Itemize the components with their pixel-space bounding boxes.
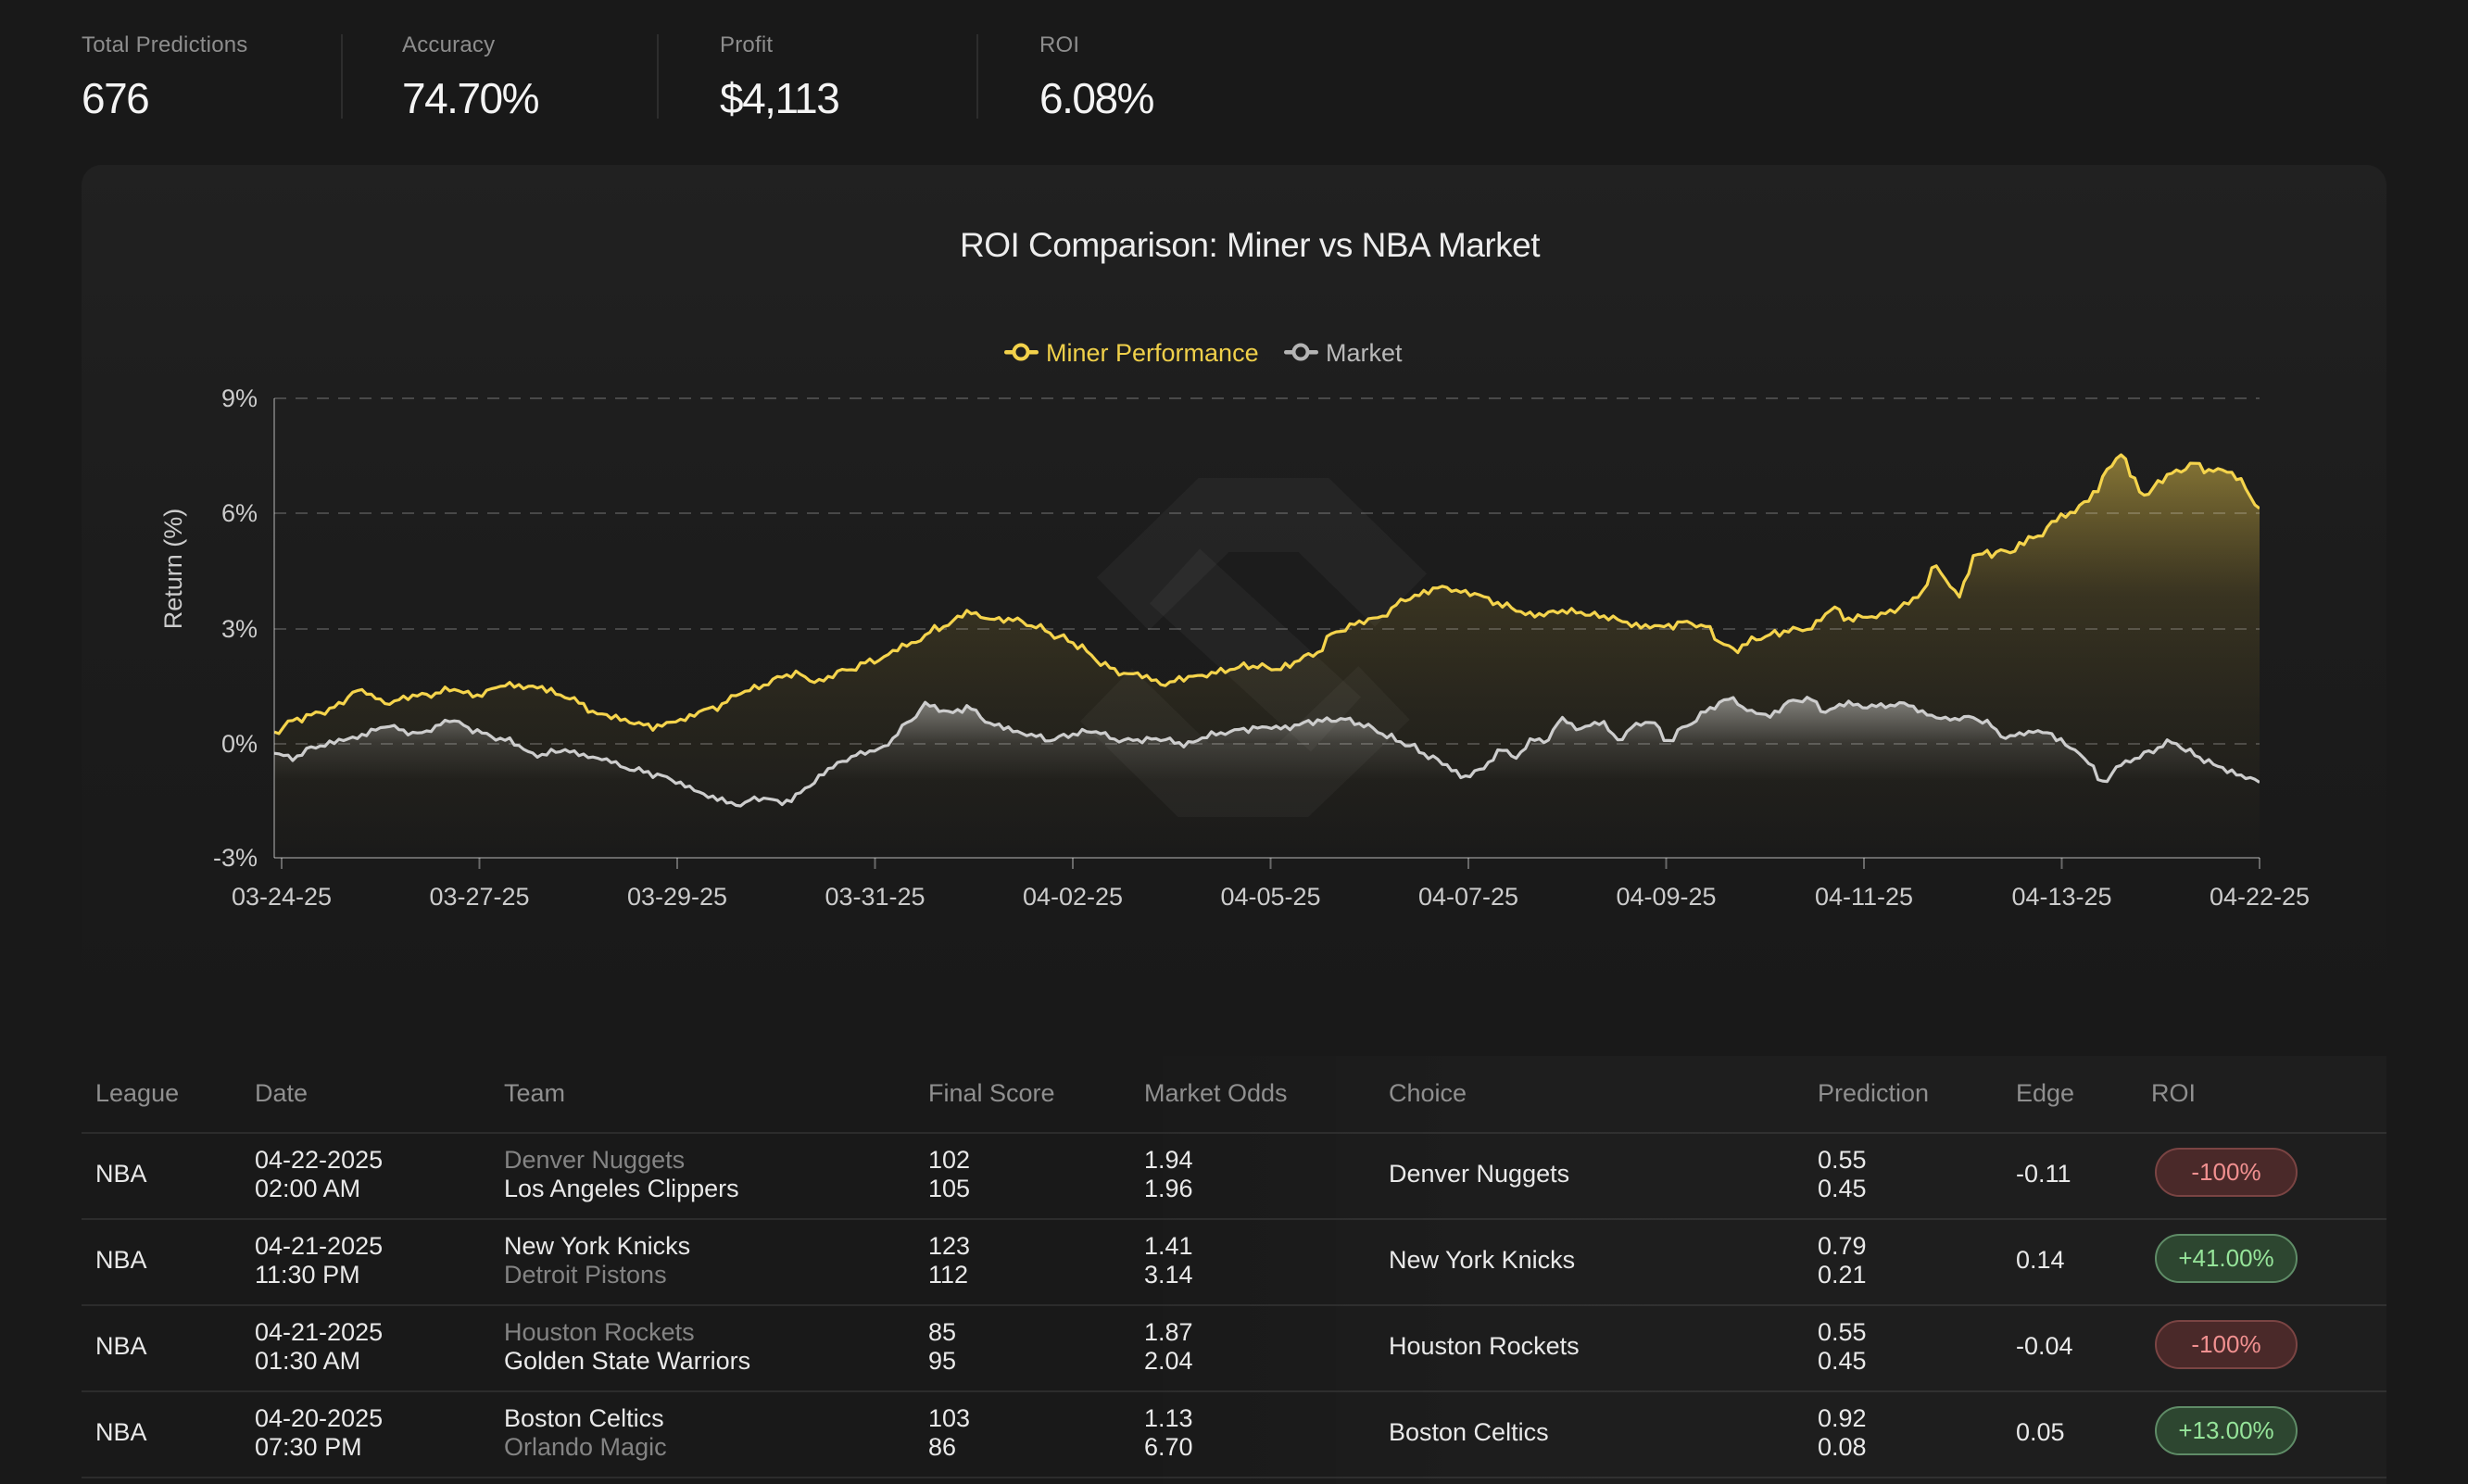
svg-text:03-24-25: 03-24-25 [232,883,332,911]
svg-text:0%: 0% [221,730,258,758]
svg-text:Miner Performance: Miner Performance [1046,339,1259,367]
svg-text:3%: 3% [221,615,258,643]
svg-text:6%: 6% [221,499,258,527]
svg-text:-3%: -3% [213,844,258,872]
svg-text:9%: 9% [221,384,258,412]
svg-text:04-13-25: 04-13-25 [2011,883,2111,911]
svg-text:Return (%): Return (%) [159,509,187,630]
svg-text:04-07-25: 04-07-25 [1418,883,1518,911]
svg-text:ROI Comparison: Miner vs NBA M: ROI Comparison: Miner vs NBA Market [960,226,1541,264]
svg-text:04-22-25: 04-22-25 [2210,883,2310,911]
svg-text:03-27-25: 03-27-25 [429,883,529,911]
svg-text:Market: Market [1326,339,1403,367]
svg-text:04-11-25: 04-11-25 [1815,883,1913,911]
svg-text:03-31-25: 03-31-25 [825,883,925,911]
svg-text:04-05-25: 04-05-25 [1220,883,1320,911]
svg-text:04-09-25: 04-09-25 [1616,883,1716,911]
svg-text:04-02-25: 04-02-25 [1023,883,1123,911]
svg-text:03-29-25: 03-29-25 [627,883,727,911]
